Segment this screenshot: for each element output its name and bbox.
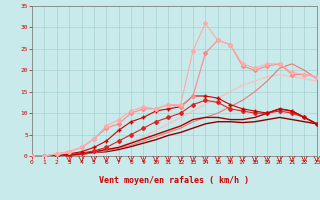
- X-axis label: Vent moyen/en rafales ( km/h ): Vent moyen/en rafales ( km/h ): [100, 176, 249, 185]
